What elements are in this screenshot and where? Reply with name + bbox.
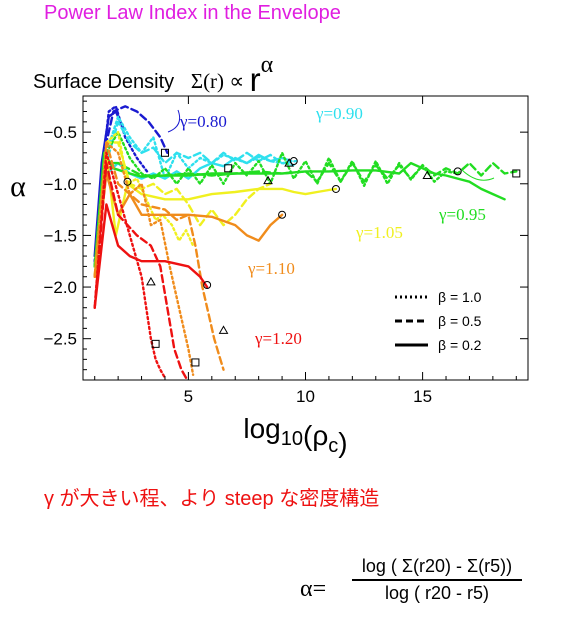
gamma-annotation: γ=1.05 [355, 223, 403, 242]
sigma-proportional-label: Σ(r) ∝ [190, 69, 250, 93]
r-symbol: r [249, 61, 261, 98]
square-marker [160, 148, 169, 157]
x-tick-label: 5 [184, 387, 193, 406]
series-gamma-1.05-beta-1.0 [93, 130, 195, 278]
gamma-annotation: γ=1.10 [247, 259, 295, 278]
formula-fraction: log ( Σ(r20) - Σ(r5)) log ( r20 - r5) [352, 556, 522, 604]
y-axis-label: α [10, 170, 26, 203]
formula-lhs: α= [300, 576, 327, 602]
circle-marker [203, 280, 212, 289]
series-gamma-1.05-beta-0.5 [93, 141, 272, 278]
observation-note: γ が大きい程、より steep な密度構造 [44, 488, 380, 510]
series-layer [93, 105, 518, 380]
series-gamma-0.95-beta-0.5 [93, 161, 518, 268]
gamma-annotation: γ=0.95 [438, 205, 486, 224]
surface-density-title: Surface Density Σ(r) ∝ rα [33, 52, 274, 98]
formula-numerator: log ( Σ(r20) - Σ(r5)) [352, 556, 522, 581]
legend-label: β = 0.2 [438, 337, 482, 353]
triangle-marker [284, 158, 294, 167]
gamma-leader-line [167, 109, 181, 133]
y-tick-label: −0.5 [43, 123, 77, 142]
triangle-marker [422, 170, 433, 180]
gamma-annotation: γ=0.90 [315, 104, 363, 123]
series-gamma-1.10-beta-0.5 [93, 141, 225, 371]
slide-heading: Power Law Index in the Envelope [44, 2, 341, 24]
annotation-layer: γ=0.80 γ=0.90 γ=0.95 γ=1.05 γ=1.10 γ=1.20 [167, 104, 495, 348]
series-gamma-0.95-beta-0.2 [93, 151, 506, 268]
legend-label: β = 1.0 [438, 289, 482, 305]
legend-label: β = 0.5 [438, 313, 482, 329]
circle-marker [331, 184, 340, 193]
triangle-marker [263, 175, 273, 185]
marker-layer [123, 148, 521, 367]
square-marker [512, 169, 521, 178]
legend: β = 1.0 β = 0.5 β = 0.2 [395, 289, 482, 353]
y-tick-label: −2.5 [43, 330, 77, 349]
axis-layer: 5 10 15 −0.5 −1.0 −1.5 −2.0 −2.5 log10(ρc) α [10, 96, 528, 458]
y-tick-label: −2.0 [43, 278, 77, 297]
circle-marker [123, 177, 132, 186]
x-tick-label: 15 [413, 387, 432, 406]
x-axis-label: log10(ρc) [243, 413, 347, 458]
power-law-chart: 5 10 15 −0.5 −1.0 −1.5 −2.0 −2.5 log10(ρc) α γ=0.… [10, 95, 529, 458]
series-gamma-0.90-beta-1.0 [93, 115, 295, 268]
series-gamma-1.10-beta-1.0 [93, 141, 195, 376]
series-gamma-0.90-beta-0.5 [93, 120, 298, 268]
square-marker [191, 358, 200, 367]
series-gamma-1.20-beta-1.0 [93, 151, 167, 380]
circle-marker [278, 210, 287, 219]
surface-density-label: Surface Density [33, 71, 175, 93]
series-gamma-1.20-beta-0.5 [93, 161, 188, 380]
gamma-annotation: γ=1.20 [254, 329, 302, 348]
triangle-marker [146, 276, 156, 286]
gamma-annotation: γ=0.80 [179, 112, 227, 131]
gamma-leader-line [461, 169, 495, 181]
square-marker [151, 339, 160, 348]
y-tick-label: −1.0 [43, 175, 77, 194]
triangle-marker [218, 325, 229, 334]
alpha-exponent: α [260, 52, 274, 78]
y-tick-label: −1.5 [43, 226, 77, 245]
x-tick-label: 10 [296, 387, 315, 406]
square-marker [224, 164, 233, 173]
series-gamma-1.20-beta-0.2 [93, 203, 209, 309]
formula-denominator: log ( r20 - r5) [384, 583, 490, 603]
circle-marker [453, 167, 462, 176]
